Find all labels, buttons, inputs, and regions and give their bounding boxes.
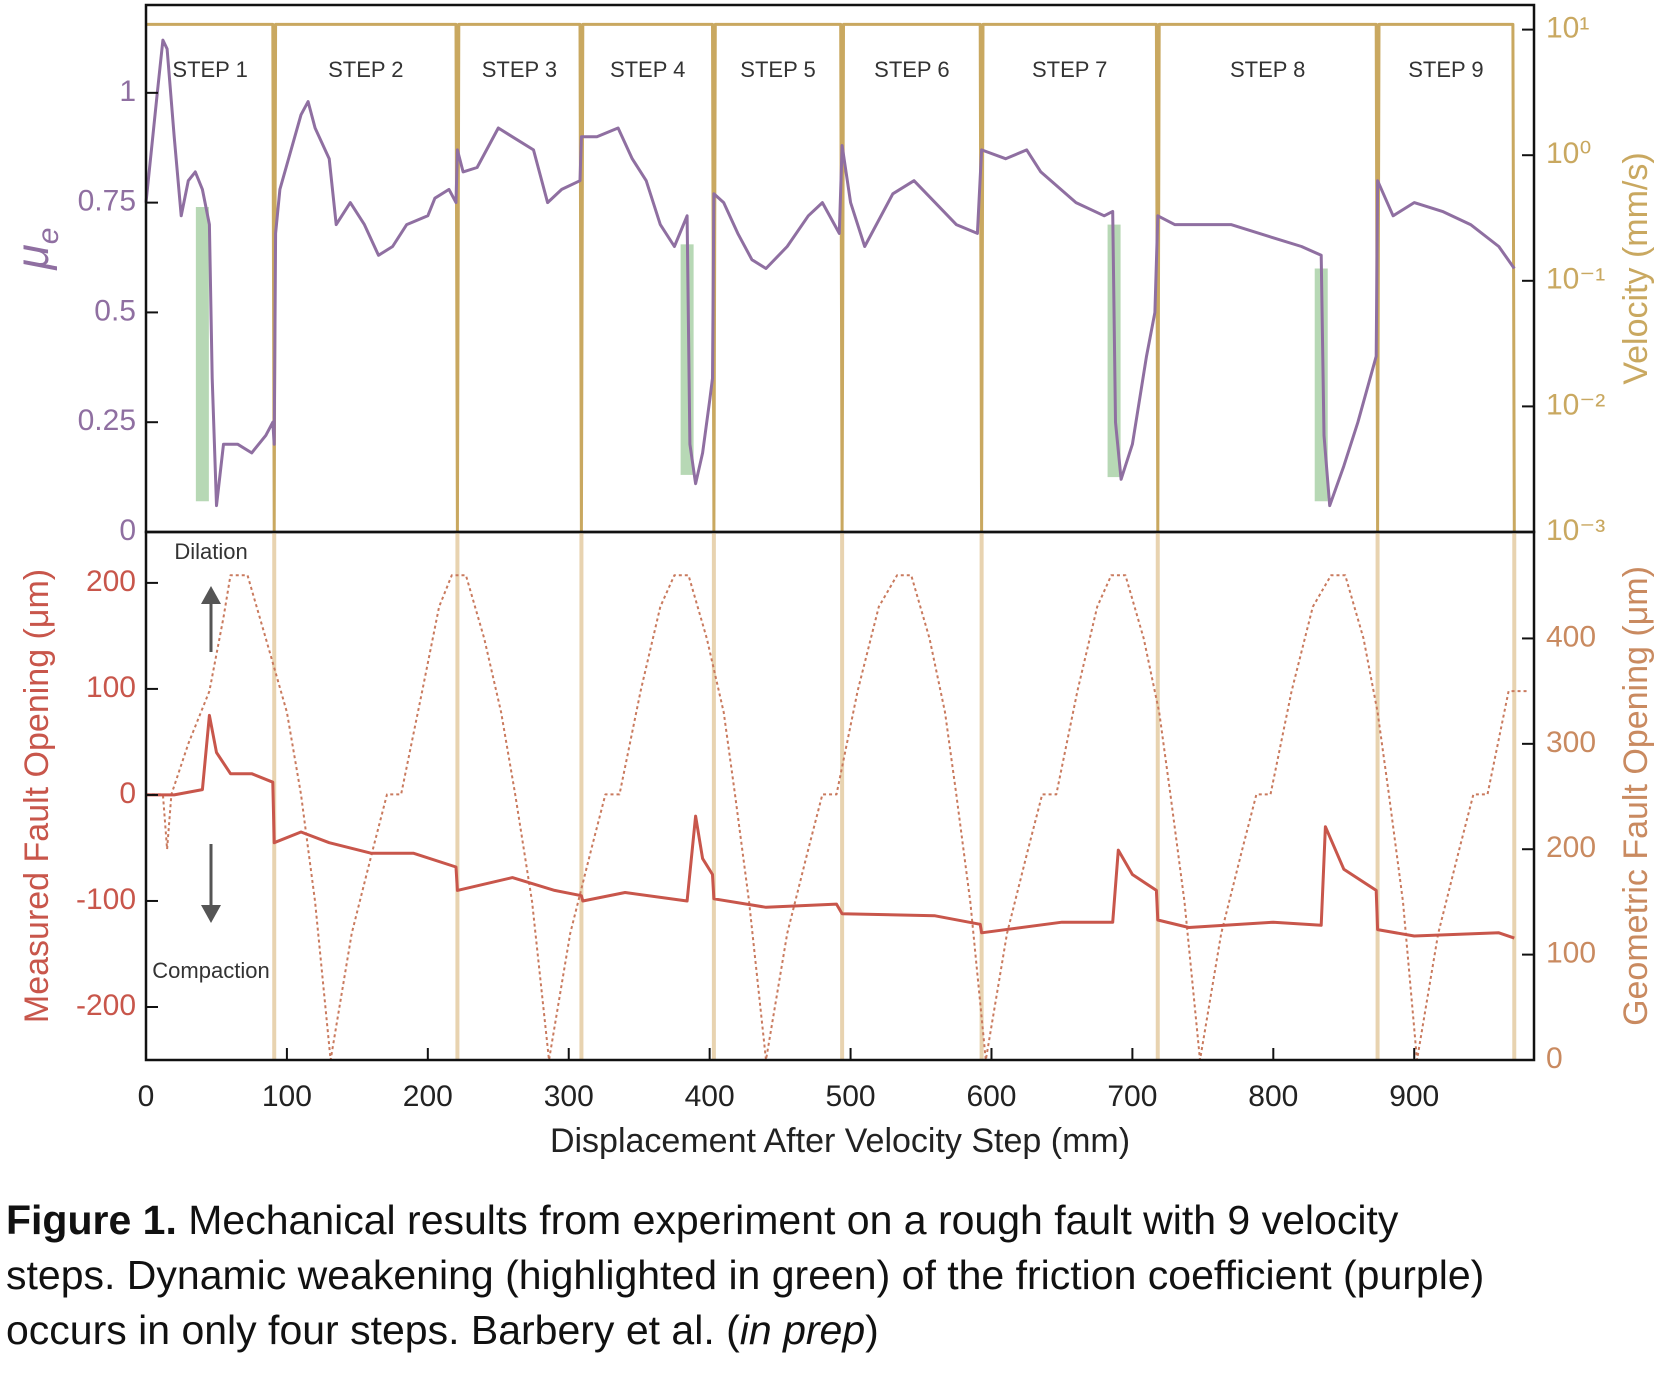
y-tick-label: -100 (76, 883, 136, 916)
weakening-highlight (195, 207, 209, 502)
step-label: STEP 5 (740, 57, 815, 82)
caption-line-1: Figure 1. Mechanical results from experi… (6, 1197, 1399, 1243)
series-line (144, 38, 1516, 508)
y-tick-label: 0.5 (94, 294, 136, 327)
y2-tick-label: 400 (1546, 620, 1596, 653)
y2-tick-label: 10⁻¹ (1546, 263, 1605, 296)
y-axis-label: Measured Fault Opening (μm) (18, 569, 56, 1023)
step-label: STEP 8 (1230, 57, 1305, 82)
caption-line-3: occurs in only four steps. Barbery et al… (6, 1307, 879, 1353)
caption-label: Figure 1. (6, 1197, 177, 1243)
step-label: STEP 9 (1408, 57, 1483, 82)
x-tick-label: 300 (544, 1080, 594, 1113)
step-label: STEP 4 (610, 57, 685, 82)
caption-italic: in prep (740, 1307, 865, 1353)
x-tick-label: 100 (262, 1080, 312, 1113)
x-tick-label: 200 (403, 1080, 453, 1113)
y-axis-label-sub: e (32, 228, 65, 245)
step-label: STEP 3 (482, 57, 557, 82)
plot-frame (144, 530, 1536, 1062)
x-tick-label: 500 (826, 1080, 876, 1113)
y-tick-label: 0 (119, 514, 136, 547)
step-label: STEP 2 (328, 57, 403, 82)
y2-axis-label: Geometric Fault Opening (μm) (1617, 566, 1655, 1026)
step-label: STEP 6 (874, 57, 949, 82)
annotation: Compaction (152, 958, 269, 983)
x-tick-label: 800 (1248, 1080, 1298, 1113)
x-tick-label: 0 (138, 1080, 155, 1113)
y2-tick-label: 200 (1546, 831, 1596, 864)
y-axis-label: μe (6, 228, 65, 271)
y-tick-label: 0 (119, 777, 136, 810)
caption-text: ) (865, 1307, 879, 1353)
x-tick-label: 700 (1107, 1080, 1157, 1113)
y-tick-label: -200 (76, 989, 136, 1022)
step-label: STEP 7 (1032, 57, 1107, 82)
y2-axis-label: Velocity (mm/s) (1617, 152, 1655, 384)
x-tick-label: 900 (1389, 1080, 1439, 1113)
x-tick-label: 600 (966, 1080, 1016, 1113)
y2-tick-label: 100 (1546, 937, 1596, 970)
series-line (146, 574, 1527, 1061)
y-tick-label: 0.25 (78, 404, 136, 437)
y2-tick-label: 10⁻² (1546, 388, 1605, 421)
series-line (146, 713, 1515, 940)
x-axis-label: Displacement After Velocity Step (mm) (550, 1122, 1130, 1160)
y2-tick-label: 0 (1546, 1042, 1563, 1075)
y2-tick-label: 10⁻³ (1546, 514, 1605, 547)
y-tick-label: 1 (119, 75, 136, 108)
y-tick-label: 0.75 (78, 185, 136, 218)
y-tick-label: 200 (86, 565, 136, 598)
series-line (146, 22, 1516, 534)
y2-tick-label: 300 (1546, 726, 1596, 759)
arrow-head (201, 586, 221, 604)
y-axis-label-main: μ (6, 244, 58, 270)
x-tick-label: 400 (685, 1080, 735, 1113)
caption-text: occurs in only four steps. Barbery et al… (6, 1307, 740, 1353)
step-label: STEP 1 (172, 57, 247, 82)
arrow-head (201, 905, 221, 923)
y2-tick-label: 10¹ (1546, 12, 1589, 45)
y-tick-label: 100 (86, 671, 136, 704)
caption-line-2: steps. Dynamic weakening (highlighted in… (6, 1252, 1484, 1298)
y2-tick-label: 10⁰ (1546, 137, 1591, 170)
annotation: Dilation (174, 539, 247, 564)
caption-text: Mechanical results from experiment on a … (177, 1197, 1399, 1243)
